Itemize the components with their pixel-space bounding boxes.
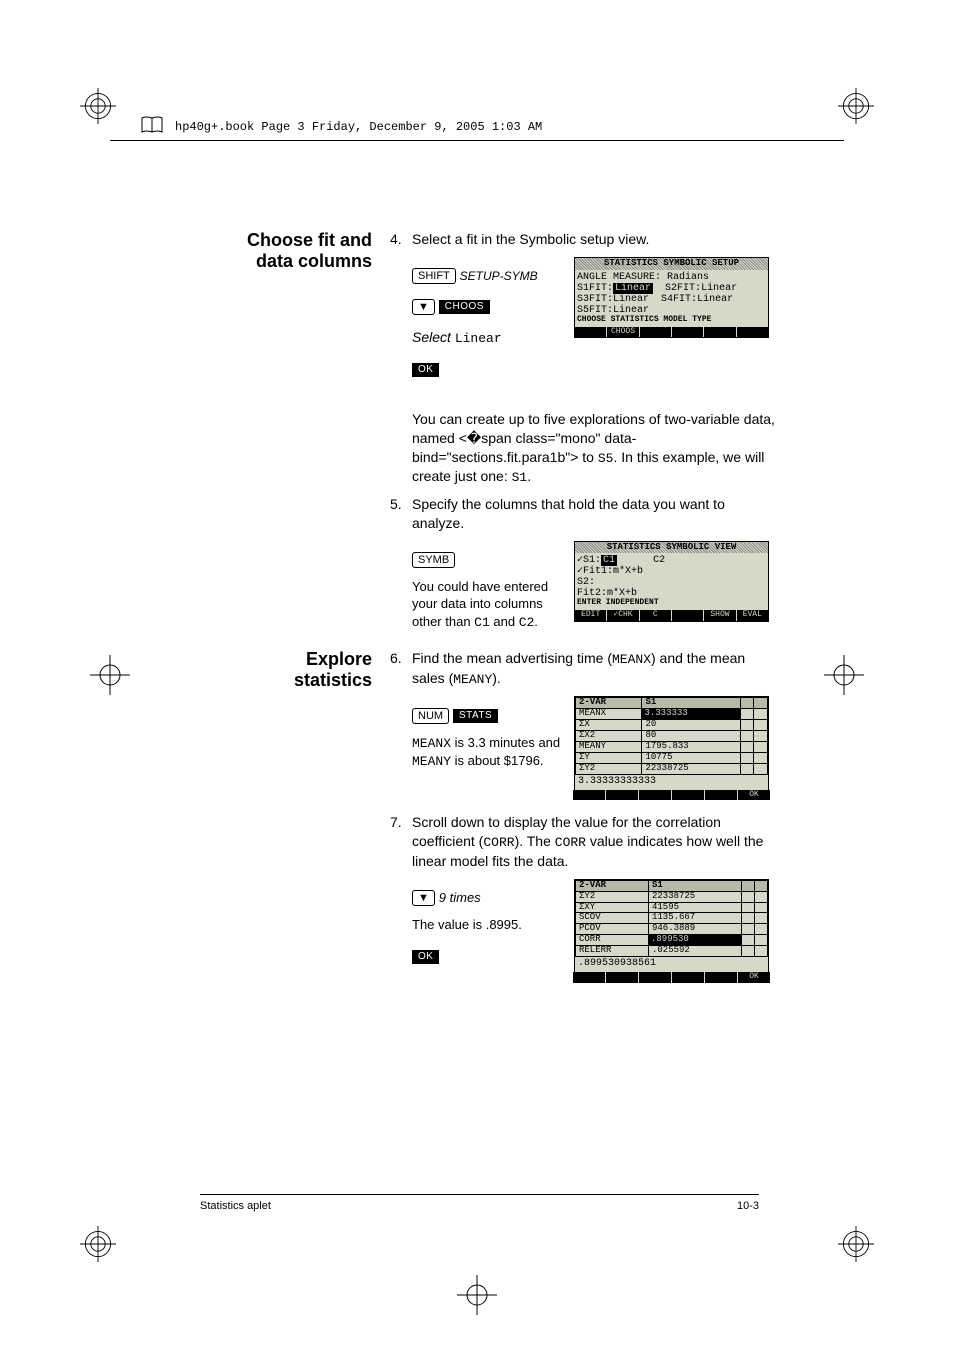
key-setupsymb: SETUP-SYMB [460, 269, 538, 283]
step-6-num: 6. [390, 649, 412, 799]
step-4-num: 4. [390, 230, 412, 487]
footer-right: 10-3 [737, 1200, 759, 1212]
crosshair-left [90, 655, 130, 695]
crosshair-right [824, 655, 864, 695]
para-corr-value: The value is .8995. [412, 916, 562, 934]
para-five-explorations: You can create up to five explorations o… [412, 410, 780, 487]
select-label: Select [412, 329, 451, 345]
step-4-text: Select a fit in the Symbolic setup view. [412, 230, 780, 249]
step-6-text: Find the mean advertising time (MEANX) a… [412, 649, 780, 688]
select-value: Linear [455, 331, 502, 346]
header-rule [110, 140, 844, 141]
step-5-num: 5. [390, 495, 412, 632]
calc-screen-3: 2-VARS1 MEANX3.333333 ΣX20 ΣX280 MEANY17… [574, 696, 769, 799]
regmark-tl [80, 88, 116, 124]
para-other-columns: You could have entered your data into co… [412, 578, 562, 632]
key-down-2: ▼ [412, 890, 435, 906]
calc-screen-2: STATISTICS SYMBOLIC VIEW ✓S1:C1 C2 ✓Fit1… [574, 541, 769, 622]
key-down: ▼ [412, 299, 435, 315]
section-heading-fit: Choose fit and data columns [230, 230, 390, 639]
running-header: hp40g+.book Page 3 Friday, December 9, 2… [175, 120, 542, 134]
nine-times: 9 times [439, 890, 481, 905]
book-icon [140, 116, 164, 141]
regmark-br [838, 1226, 874, 1262]
key-symb: SYMB [412, 552, 455, 568]
regmark-tr [838, 88, 874, 124]
key-stats: STATS [453, 709, 498, 723]
calc-screen-4: 2-VARS1 ΣY222338725 ΣXY41595 SCOV1135.66… [574, 879, 769, 982]
step-7-text: Scroll down to display the value for the… [412, 813, 780, 870]
regmark-bl [80, 1226, 116, 1262]
footer-left: Statistics aplet [200, 1200, 271, 1212]
screen1-menu: CHOOS [575, 327, 768, 338]
step-7-num: 7. [390, 813, 412, 981]
section-heading-explore: Explore statistics [230, 649, 390, 989]
calc-screen-1: STATISTICS SYMBOLIC SETUP ANGLE MEASURE:… [574, 257, 769, 338]
key-shift: SHIFT [412, 268, 456, 284]
key-ok: OK [412, 363, 439, 377]
para-meanx-meany: MEANX is 3.3 minutes and MEANY is about … [412, 734, 562, 771]
footer-rule [200, 1194, 759, 1195]
crosshair-bottom [457, 1275, 497, 1315]
key-choos: CHOOS [439, 300, 490, 314]
key-ok-2: OK [412, 950, 439, 964]
step-5-text: Specify the columns that hold the data y… [412, 495, 780, 533]
key-num: NUM [412, 708, 449, 724]
